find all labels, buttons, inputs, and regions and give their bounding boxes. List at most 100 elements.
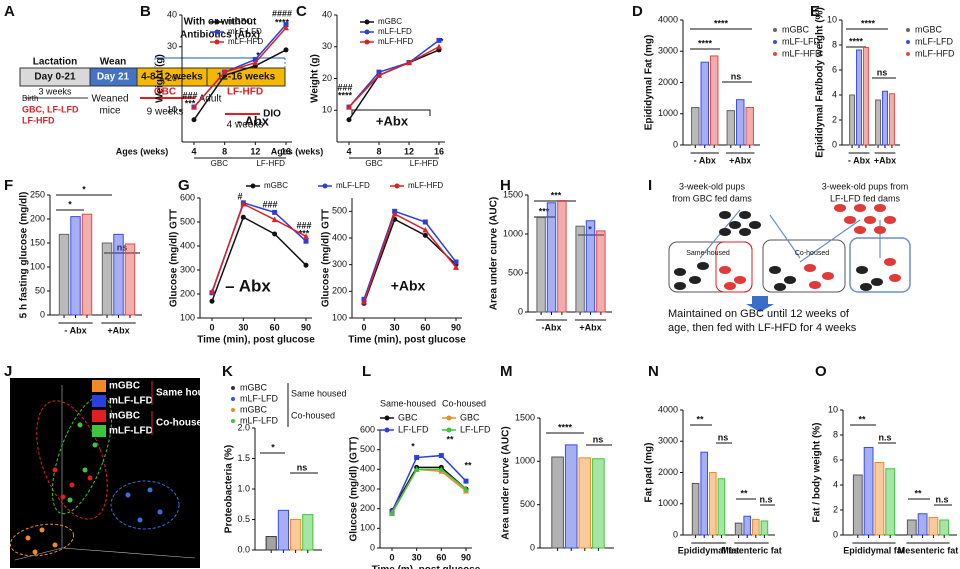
legend-marker bbox=[231, 386, 235, 390]
mouse-icon bbox=[774, 283, 786, 291]
bar bbox=[849, 94, 856, 146]
mouse-icon bbox=[719, 211, 731, 219]
y-tick-label: 500 bbox=[520, 499, 535, 509]
marker bbox=[271, 216, 278, 223]
series-line bbox=[391, 468, 467, 514]
legend-marker bbox=[364, 19, 370, 25]
y-axis-label: Area under curve (AUC) bbox=[501, 426, 512, 539]
mouse-icon bbox=[689, 276, 701, 284]
y-axis-label: Epididymal Fat/body weight (%) bbox=[815, 7, 826, 158]
x-axis-label: Time (min), post glucose bbox=[348, 335, 466, 346]
bar bbox=[700, 451, 709, 536]
y-tick-label: 4000 bbox=[658, 14, 678, 24]
annotation: ns bbox=[297, 462, 308, 472]
ellipse bbox=[51, 395, 113, 515]
red-points bbox=[52, 467, 93, 500]
y-tick-label: 100 bbox=[30, 261, 45, 271]
timeline-text: Adult bbox=[199, 94, 222, 105]
bar bbox=[874, 462, 885, 536]
marker bbox=[191, 117, 197, 123]
legend-label: LF-LFD bbox=[398, 424, 429, 434]
y-tick-label: 500 bbox=[508, 267, 523, 277]
bar bbox=[743, 515, 752, 536]
annotation: ** bbox=[696, 414, 704, 424]
legend-label: mGBC bbox=[240, 404, 268, 414]
marker bbox=[303, 238, 309, 244]
x-group-label: +Abx bbox=[579, 322, 601, 332]
annotation: ns bbox=[731, 71, 742, 81]
y-tick-label: 1.5 bbox=[237, 453, 250, 463]
bar bbox=[290, 519, 302, 551]
x-group-label: - Abx bbox=[64, 325, 86, 335]
x-tick-label: 0 bbox=[361, 322, 366, 332]
legend-label: mLF-LFD bbox=[336, 181, 370, 190]
y-tick-label: 100 bbox=[360, 523, 375, 533]
y-tick-label: 4 bbox=[833, 479, 838, 489]
mouse-icon bbox=[739, 211, 751, 219]
marker bbox=[406, 59, 412, 66]
series-line bbox=[211, 202, 307, 292]
x-group-label: LF-HFD bbox=[410, 159, 439, 168]
y-axis-label: Proteobacteria (%) bbox=[224, 445, 235, 533]
legend-label: mGBC bbox=[109, 411, 140, 422]
annotation: **** bbox=[861, 18, 876, 28]
bar bbox=[546, 202, 557, 313]
y-tick-label: 0 bbox=[530, 542, 535, 552]
bar bbox=[58, 233, 70, 316]
mouse-icon bbox=[884, 258, 896, 266]
cage bbox=[715, 241, 753, 293]
bar bbox=[536, 217, 546, 313]
y-tick-label: 4000 bbox=[658, 404, 678, 414]
x-axis-label: Ages (weks) bbox=[271, 146, 324, 156]
annotation: +Abx bbox=[376, 113, 409, 128]
legend-group: Same housed bbox=[156, 388, 221, 399]
y-tick-label: 1.0 bbox=[237, 483, 250, 493]
y-tick-label: 10 bbox=[167, 105, 177, 115]
marker bbox=[272, 209, 278, 215]
panel-label: O bbox=[815, 363, 827, 380]
marker bbox=[453, 264, 459, 270]
y-tick-label: 3000 bbox=[658, 436, 678, 446]
bar bbox=[745, 107, 754, 146]
bar bbox=[585, 220, 596, 313]
y-tick-label: 500 bbox=[180, 216, 195, 226]
bar bbox=[852, 474, 863, 536]
legend-marker bbox=[773, 52, 777, 56]
timeline-text: Day 0-21 bbox=[34, 72, 76, 83]
y-tick-label: 8 bbox=[833, 429, 838, 439]
annotation: n.s bbox=[935, 494, 948, 504]
ellipse bbox=[110, 480, 180, 530]
y-tick-label: 20 bbox=[167, 73, 177, 83]
y-tick-label: 2 bbox=[832, 114, 837, 124]
annotation: ### bbox=[262, 199, 277, 209]
marker bbox=[422, 232, 428, 238]
bar bbox=[101, 242, 113, 316]
legend-label: mGBC bbox=[782, 24, 810, 34]
legend-marker bbox=[231, 397, 235, 401]
axis bbox=[14, 547, 63, 561]
series-line bbox=[391, 466, 467, 512]
panel-j bbox=[9, 378, 200, 568]
annotation: ### bbox=[296, 220, 311, 230]
x-group-label: Epididymal fat bbox=[843, 545, 905, 555]
legend-marker bbox=[906, 40, 910, 44]
annotation: #### bbox=[272, 8, 292, 18]
annotation: * bbox=[68, 199, 72, 209]
marker bbox=[376, 72, 382, 78]
panel-label: I bbox=[648, 177, 652, 194]
bar bbox=[882, 90, 888, 146]
bar bbox=[113, 233, 124, 316]
legend-marker bbox=[231, 419, 235, 423]
mouse-icon bbox=[769, 266, 781, 274]
legend-label: mLF-LFD bbox=[378, 27, 412, 36]
bar bbox=[863, 447, 874, 536]
mouse-icon bbox=[889, 274, 901, 282]
marker bbox=[209, 298, 215, 304]
annotation: n.s bbox=[759, 494, 772, 504]
timeline-text: Wean bbox=[100, 57, 127, 68]
y-tick-label: 10 bbox=[827, 14, 837, 24]
panel-label: A bbox=[4, 3, 15, 20]
diagram-text: from GBC fed dams bbox=[672, 193, 752, 203]
annotation: - Abx bbox=[237, 113, 270, 128]
